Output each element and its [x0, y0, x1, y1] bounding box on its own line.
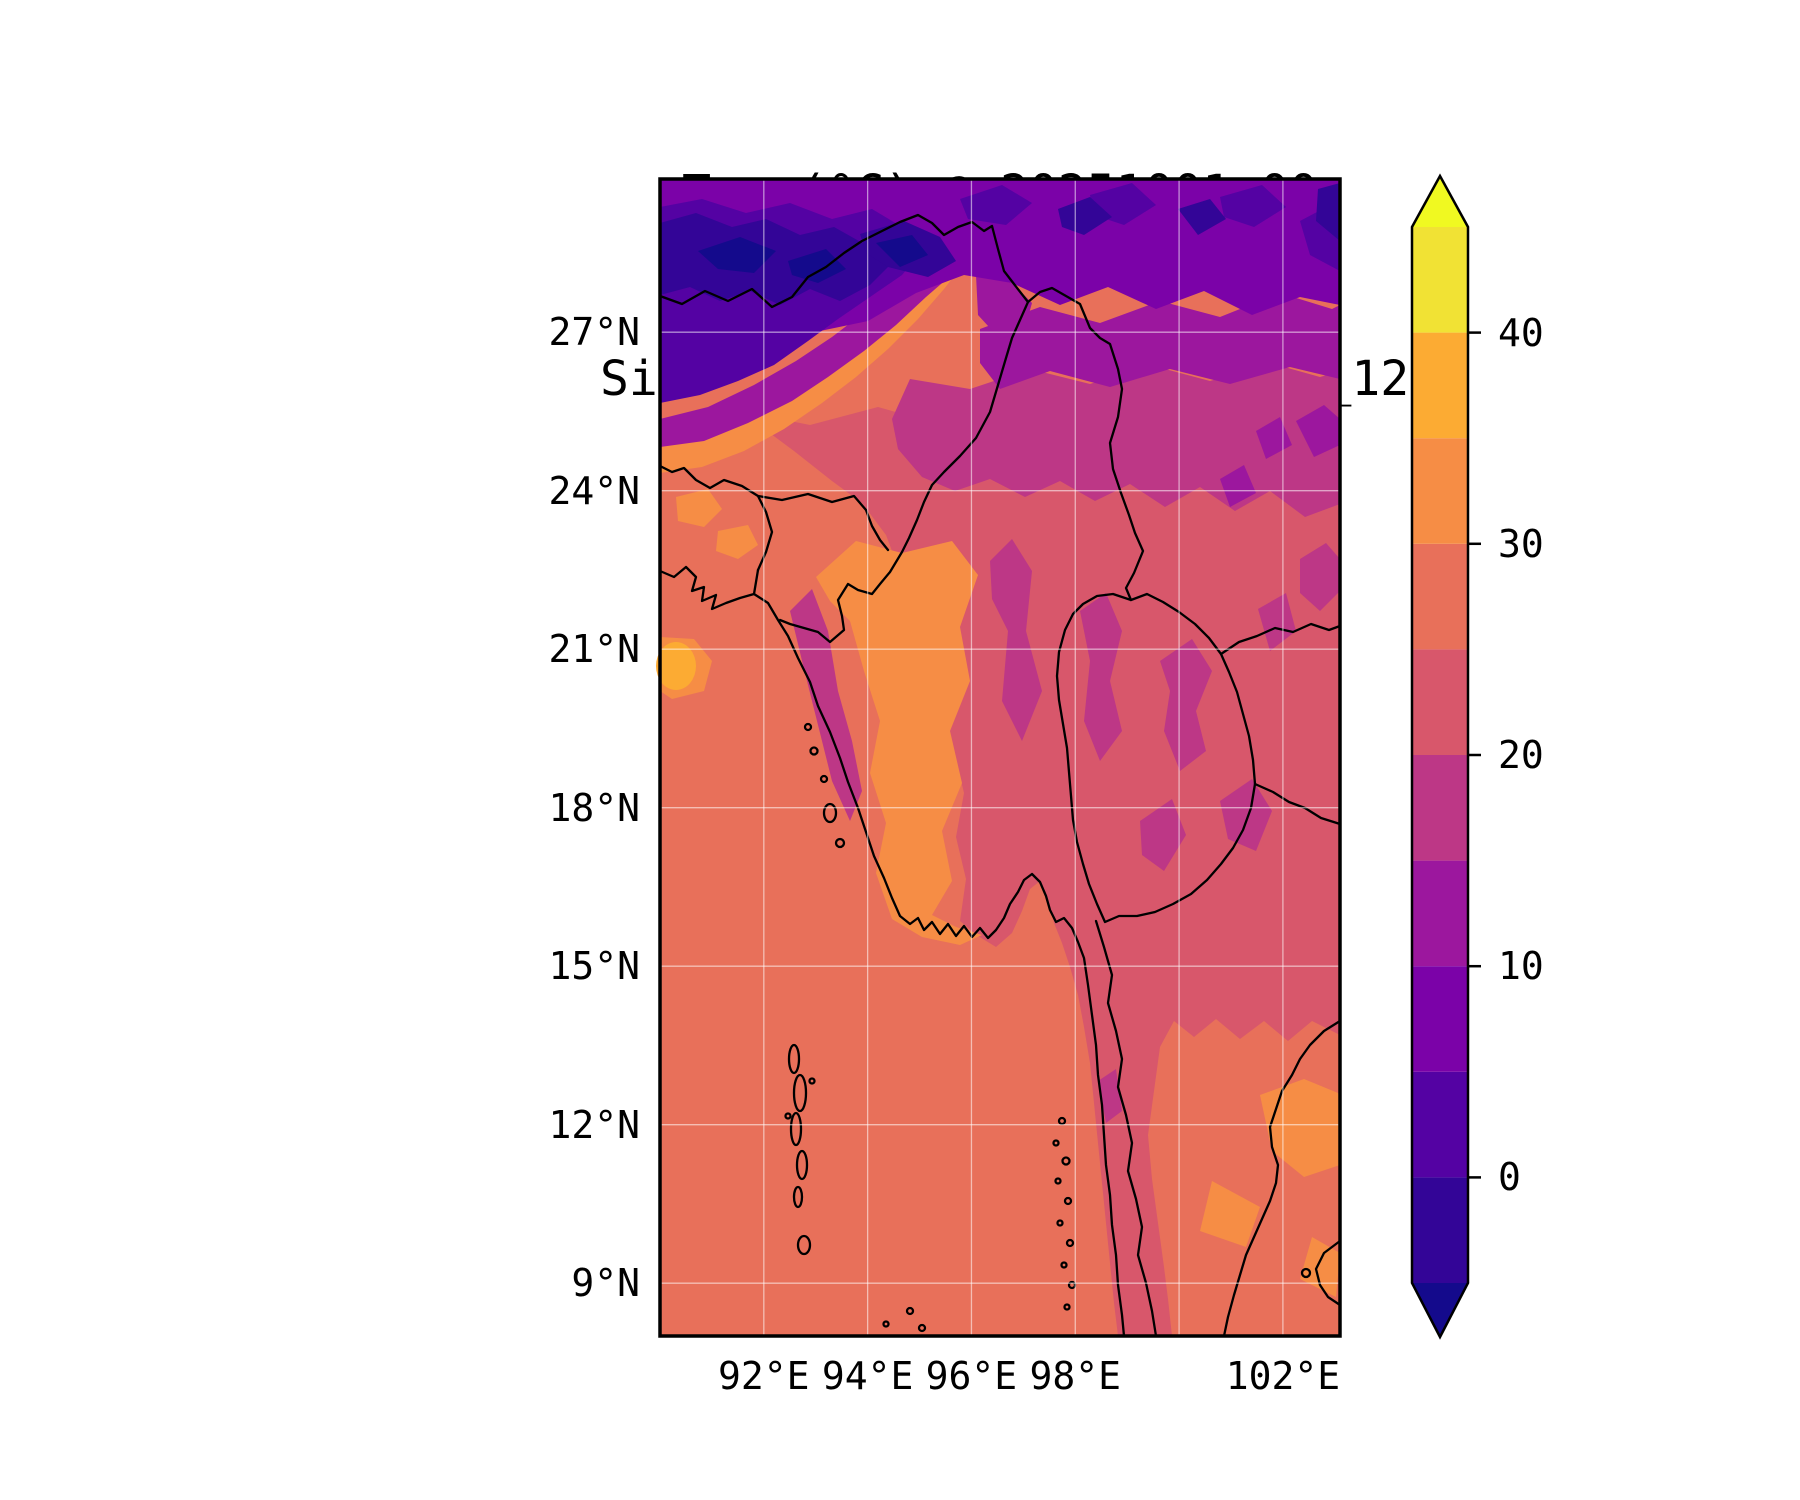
rakhine-islets	[803, 722, 846, 849]
colorbar-tick-label-10: 10	[1498, 944, 1544, 989]
coastline-se-corner	[1314, 1239, 1342, 1307]
y-tick-label-9N: 9°N	[571, 1261, 640, 1306]
border-branch-east2	[1219, 622, 1342, 656]
x-tick-label-102E: 102°E	[1225, 1354, 1341, 1398]
border-myanmar-thailand	[1094, 919, 1158, 1338]
border-himalaya-china	[658, 213, 1145, 602]
colorbar-tick-label-20: 20	[1498, 733, 1544, 777]
x-tick-label-94E: 94°E	[821, 1354, 914, 1398]
x-tick-label-96E: 96°E	[925, 1354, 1018, 1398]
temperature-field	[656, 179, 1340, 1336]
temperature-contour-map	[656, 177, 1342, 1338]
coastline-main	[658, 565, 1126, 1338]
y-tick-label-15N: 15°N	[548, 944, 640, 989]
x-tick-label-98E: 98°E	[1029, 1354, 1122, 1398]
colorbar-tick-label-0: 0	[1498, 1155, 1521, 1200]
colorbar-tick-label-30: 30	[1498, 521, 1544, 566]
map-frame	[658, 177, 1342, 1338]
border-india-myanmar	[778, 300, 1030, 644]
border-bangladesh-ne	[756, 492, 890, 552]
colorbar	[1398, 168, 1608, 1358]
border-laos-thailand-ring	[1055, 592, 1257, 924]
mergui-islets	[1052, 1116, 1077, 1311]
y-tick-label-21N: 21°N	[548, 627, 640, 672]
south-islets	[882, 1306, 927, 1333]
border-branch-east1	[1253, 782, 1342, 826]
se-islet	[1300, 1267, 1312, 1279]
coastline-gulf-of-thailand	[1222, 1019, 1342, 1338]
x-tick-label-92E: 92°E	[718, 1354, 810, 1398]
y-tick-label-18N: 18°N	[548, 785, 640, 830]
andaman-islands	[784, 1043, 816, 1256]
y-tick-label-12N: 12°N	[548, 1102, 640, 1147]
coastlines-borders	[658, 213, 1342, 1338]
map-axes	[656, 177, 1342, 1338]
colorbar-svg	[1410, 173, 1481, 1340]
border-bangladesh	[658, 464, 774, 572]
gridlines	[660, 179, 1340, 1336]
colorbar-tick-label-40: 40	[1498, 310, 1544, 355]
y-tick-label-24N: 24°N	[548, 468, 640, 513]
y-tick-label-27N: 27°N	[548, 310, 640, 355]
